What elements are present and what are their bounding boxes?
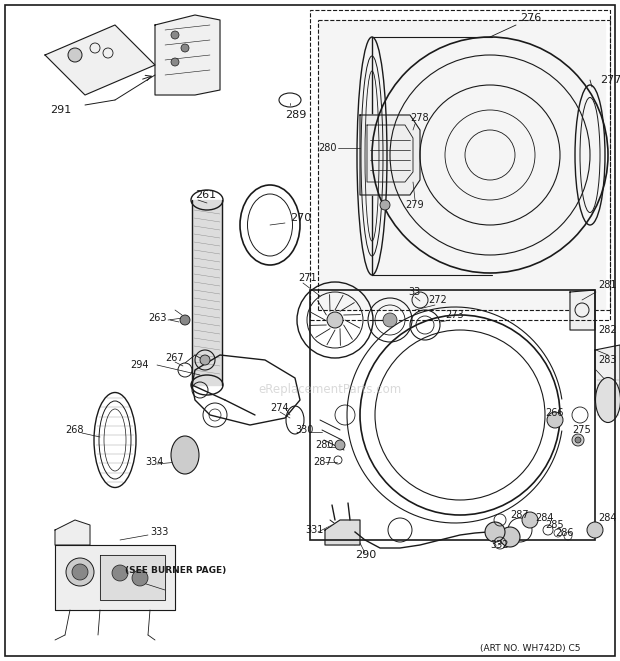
Text: 332: 332 [490, 540, 508, 550]
Polygon shape [318, 20, 605, 310]
Polygon shape [325, 520, 360, 545]
Text: 33: 33 [408, 287, 420, 297]
Circle shape [383, 313, 397, 327]
Text: 287: 287 [313, 457, 332, 467]
Text: 270: 270 [290, 213, 311, 223]
Circle shape [500, 527, 520, 547]
Text: 333: 333 [150, 527, 169, 537]
Ellipse shape [171, 436, 199, 474]
Text: 272: 272 [428, 295, 447, 305]
Text: 278: 278 [410, 113, 428, 123]
Text: 273: 273 [445, 310, 464, 320]
Polygon shape [55, 545, 175, 610]
Circle shape [547, 412, 563, 428]
Circle shape [112, 565, 128, 581]
Text: 261: 261 [195, 190, 216, 200]
Polygon shape [155, 15, 220, 95]
Polygon shape [595, 345, 620, 400]
Circle shape [72, 564, 88, 580]
Circle shape [485, 522, 505, 542]
Polygon shape [100, 555, 165, 600]
Text: 291: 291 [50, 105, 71, 115]
Circle shape [575, 437, 581, 443]
Text: 284: 284 [535, 513, 554, 523]
Text: 279: 279 [405, 200, 423, 210]
Bar [310, 10, 610, 320]
Text: 280: 280 [318, 143, 337, 153]
Text: 284: 284 [598, 513, 616, 523]
Text: 334: 334 [145, 457, 164, 467]
Text: 268: 268 [65, 425, 84, 435]
Text: 287: 287 [510, 510, 529, 520]
Text: 283: 283 [598, 355, 616, 365]
Text: 271: 271 [298, 273, 317, 283]
Circle shape [171, 31, 179, 39]
Text: 282: 282 [598, 325, 617, 335]
Polygon shape [360, 115, 420, 195]
Text: 275: 275 [572, 425, 591, 435]
Circle shape [522, 512, 538, 528]
Circle shape [572, 434, 584, 446]
Text: 281: 281 [598, 280, 616, 290]
Circle shape [181, 44, 189, 52]
Text: 280: 280 [315, 440, 334, 450]
Text: 267: 267 [165, 353, 184, 363]
Text: 290: 290 [355, 550, 376, 560]
Circle shape [132, 570, 148, 586]
Text: 266: 266 [545, 408, 564, 418]
Circle shape [380, 200, 390, 210]
Circle shape [180, 315, 190, 325]
Polygon shape [192, 200, 222, 385]
Text: 277: 277 [600, 75, 620, 85]
Text: (ART NO. WH742D) C5: (ART NO. WH742D) C5 [480, 644, 580, 652]
Text: 294: 294 [130, 360, 149, 370]
Text: 276: 276 [520, 13, 541, 23]
Text: (SEE BURNER PAGE): (SEE BURNER PAGE) [125, 566, 226, 574]
Bar [310, 290, 595, 540]
Text: 331: 331 [305, 525, 324, 535]
Circle shape [66, 558, 94, 586]
Circle shape [335, 440, 345, 450]
Circle shape [171, 58, 179, 66]
Circle shape [200, 355, 210, 365]
Polygon shape [55, 520, 90, 545]
Text: 263: 263 [148, 313, 167, 323]
Text: eReplacementParts.com: eReplacementParts.com [259, 383, 402, 397]
Text: 330: 330 [295, 425, 313, 435]
Circle shape [587, 522, 603, 538]
Circle shape [68, 48, 82, 62]
Text: 286: 286 [555, 528, 574, 538]
Text: 289: 289 [285, 110, 306, 120]
Text: 274: 274 [270, 403, 289, 413]
Text: 285: 285 [545, 520, 564, 530]
Ellipse shape [595, 377, 620, 422]
Polygon shape [570, 290, 595, 330]
Polygon shape [45, 25, 155, 95]
Circle shape [327, 312, 343, 328]
